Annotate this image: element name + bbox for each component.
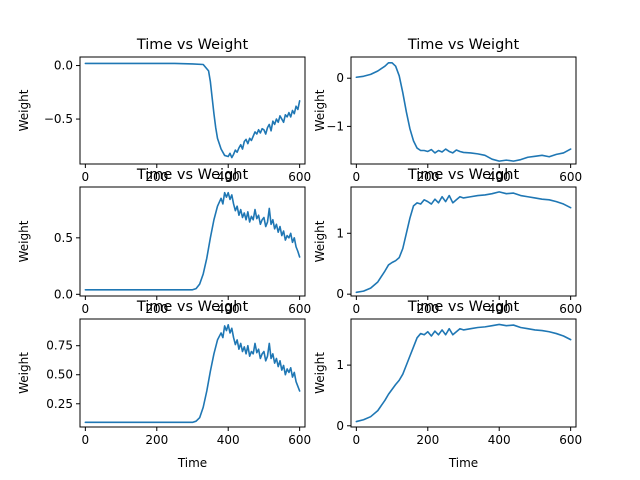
- y-tick-label: 1: [336, 358, 344, 372]
- chart-title: Time vs Weight: [136, 37, 249, 53]
- subplot-2: 0 200 400 600 0 −1 Time vs Weight Weight: [313, 37, 582, 184]
- x-tick-label: 400: [217, 170, 240, 184]
- x-tick-label: 200: [145, 302, 168, 316]
- series-line: [84, 324, 301, 424]
- y-axis-label: Weight: [17, 89, 31, 131]
- axes-frame: [350, 186, 577, 297]
- series-line: [355, 191, 572, 294]
- x-tick-label: 400: [217, 433, 240, 447]
- y-tick-label: −1: [326, 119, 344, 133]
- y-axis-label: Weight: [17, 352, 31, 394]
- axes-frame: [79, 186, 306, 297]
- x-tick-label: 600: [559, 170, 582, 184]
- series-line: [84, 62, 301, 159]
- x-tick-label: 0: [82, 433, 90, 447]
- subplot-5: 0 200 400 600 0.25 0.50 0.75 Time vs Weight Weig…: [17, 299, 311, 470]
- x-tick-label: 600: [288, 302, 311, 316]
- axes-frame: [350, 318, 577, 428]
- x-axis-label: Time: [448, 456, 478, 470]
- x-tick-label: 600: [288, 433, 311, 447]
- x-tick-label: 400: [488, 302, 511, 316]
- subplot-6: 0 200 400 600 0 1 Time vs Weight Weight Time: [313, 299, 582, 470]
- x-tick-label: 600: [559, 302, 582, 316]
- y-tick-label: 0.25: [46, 397, 73, 411]
- y-tick-label: 0.75: [46, 339, 73, 353]
- y-tick-label: 1: [336, 226, 344, 240]
- y-tick-label: 0: [336, 71, 344, 85]
- axes-frame: [79, 56, 306, 165]
- x-tick-label: 400: [488, 433, 511, 447]
- y-axis-label: Weight: [313, 220, 327, 262]
- axes-frame: [79, 318, 306, 428]
- x-tick-label: 200: [416, 302, 439, 316]
- chart-title: Time vs Weight: [136, 299, 249, 315]
- subplot-3: 0 200 400 600 0.0 0.5 Time vs Weight Weight: [17, 167, 311, 316]
- axes-frame: [350, 56, 577, 165]
- series-line: [355, 61, 572, 162]
- chart-title: Time vs Weight: [407, 299, 520, 315]
- x-tick-label: 0: [353, 170, 361, 184]
- x-tick-label: 200: [416, 433, 439, 447]
- x-tick-label: 400: [488, 170, 511, 184]
- x-tick-label: 600: [559, 433, 582, 447]
- y-axis-label: Weight: [17, 220, 31, 262]
- x-tick-label: 200: [145, 170, 168, 184]
- x-tick-label: 0: [353, 433, 361, 447]
- x-tick-label: 0: [353, 302, 361, 316]
- y-tick-label: −0.5: [44, 112, 73, 126]
- x-tick-label: 600: [288, 170, 311, 184]
- x-tick-label: 200: [416, 170, 439, 184]
- chart-title: Time vs Weight: [407, 167, 520, 183]
- y-tick-label: 0.0: [54, 287, 73, 301]
- x-axis-label: Time: [177, 456, 207, 470]
- chart-title: Time vs Weight: [407, 37, 520, 53]
- x-tick-label: 400: [217, 302, 240, 316]
- x-tick-label: 0: [82, 302, 90, 316]
- series-line: [355, 323, 572, 423]
- x-tick-label: 0: [82, 170, 90, 184]
- y-tick-label: 0: [336, 419, 344, 433]
- y-tick-label: 0.0: [54, 59, 73, 73]
- subplot-1: 0 200 400 600 0.0 −0.5 Time vs Weight Weight: [17, 37, 311, 184]
- y-tick-label: 0.50: [46, 368, 73, 382]
- y-tick-label: 0: [336, 287, 344, 301]
- y-tick-label: 0.5: [54, 231, 73, 245]
- series-line: [84, 191, 301, 291]
- chart-title: Time vs Weight: [136, 167, 249, 183]
- y-axis-label: Weight: [313, 89, 327, 131]
- subplot-4: 0 200 400 600 0 1 Time vs Weight Weight: [313, 167, 582, 316]
- y-axis-label: Weight: [313, 352, 327, 394]
- x-tick-label: 200: [145, 433, 168, 447]
